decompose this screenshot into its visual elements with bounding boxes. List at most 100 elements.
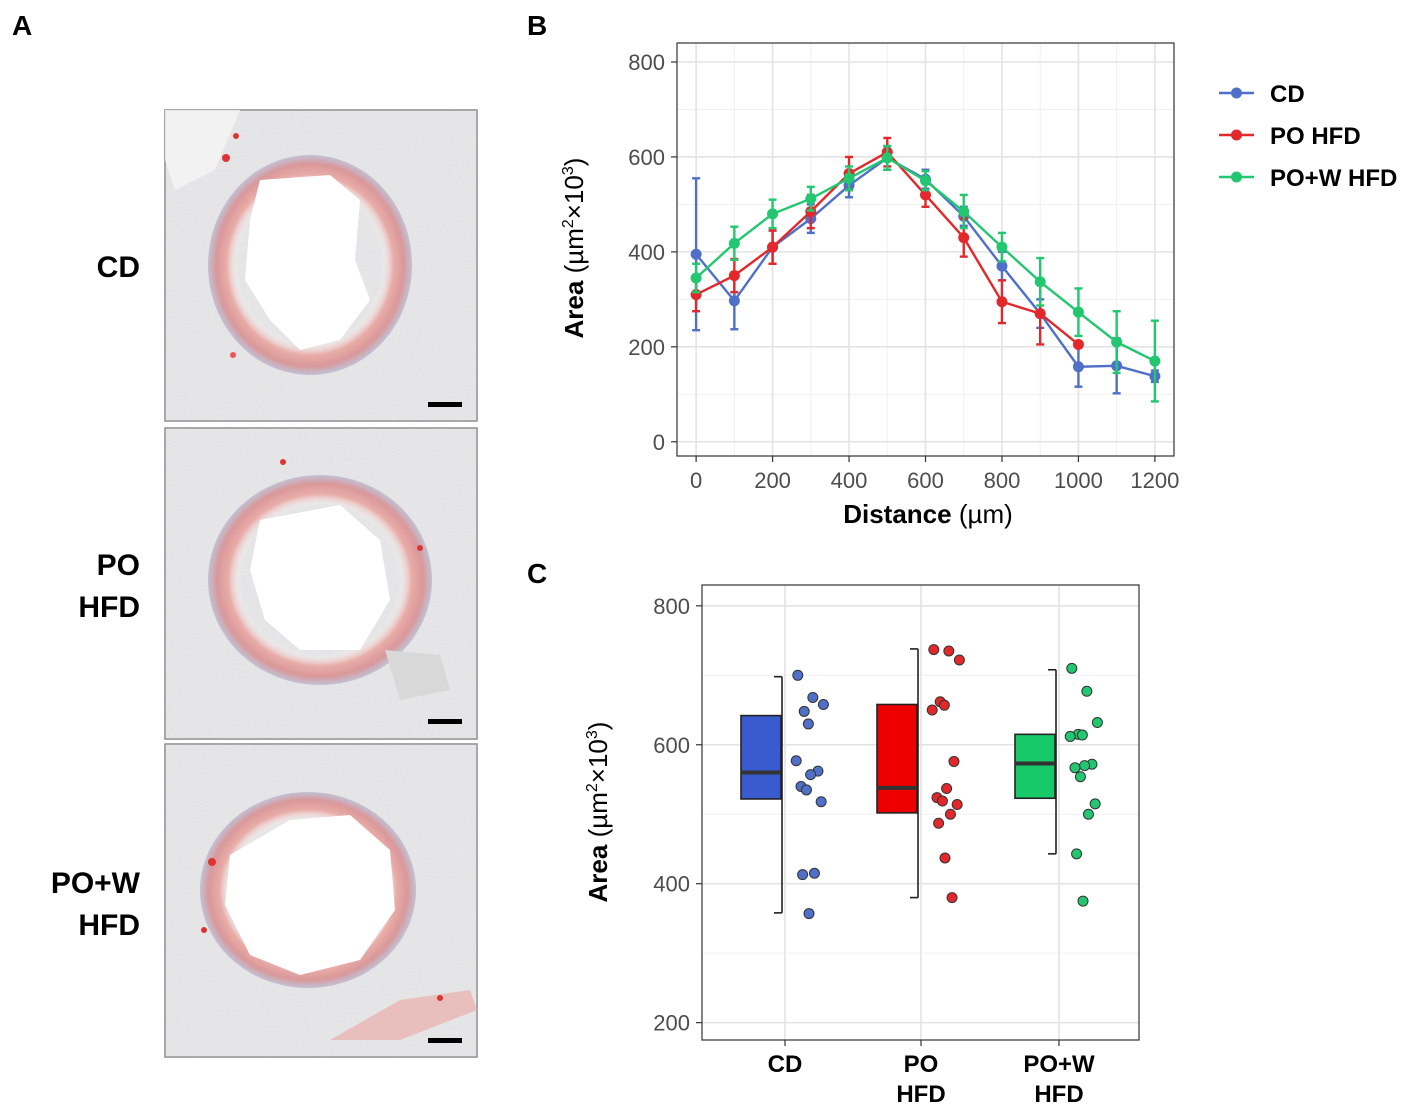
data-point [1072, 361, 1084, 373]
x-tick-label: 0 [690, 468, 702, 493]
row-label-po-w-hfd-line1: PO+W [51, 867, 141, 900]
row-label-po-w-hfd-line2: HFD [78, 909, 140, 942]
data-point [881, 152, 893, 164]
data-point [767, 241, 779, 253]
data-point [996, 296, 1008, 308]
scale-bar [428, 402, 462, 407]
y-axis-title-bold: Area [583, 844, 613, 902]
y-unit-mid: ×10 [559, 175, 589, 219]
x-tick-label: 800 [984, 468, 1021, 493]
data-point [690, 248, 702, 260]
panel-c-letter: C [527, 558, 548, 589]
y-tick-label: 200 [653, 1011, 690, 1036]
x-tick-label: 600 [907, 468, 944, 493]
data-point [943, 645, 955, 657]
data-point [1077, 895, 1089, 907]
y-tick-label: 800 [653, 594, 690, 619]
data-point [951, 799, 963, 811]
data-point [808, 867, 820, 879]
category-label: CD [768, 1051, 803, 1078]
legend-label: PO+W HFD [1270, 165, 1397, 192]
y-tick-label: 600 [653, 733, 690, 758]
data-point [817, 698, 829, 710]
data-point [1149, 355, 1161, 367]
y-tick-label: 400 [628, 240, 665, 265]
y-tick-label: 800 [628, 50, 665, 75]
data-point [805, 193, 817, 205]
category-label: PO [904, 1051, 939, 1078]
y-unit-pre: (µm [559, 228, 589, 273]
scale-bar [428, 1038, 462, 1043]
legend-key-point [1231, 129, 1242, 141]
data-point [728, 295, 740, 307]
data-point [1072, 338, 1084, 350]
y-unit-pre: (µm [583, 792, 613, 837]
row-label-po-hfd-line1: PO [97, 549, 140, 582]
data-point [1089, 798, 1101, 810]
category-label: HFD [896, 1081, 945, 1108]
data-point [939, 852, 951, 864]
data-point [958, 206, 970, 218]
data-point [797, 869, 809, 881]
data-point [798, 705, 810, 717]
line-chart: 0 200 400 600 800 1000 1200 0 200 400 600 800 Area … [559, 42, 1397, 529]
data-point [802, 718, 814, 730]
data-point [946, 892, 958, 904]
x-axis-title: Distance (µm) [843, 499, 1013, 529]
data-point [1111, 336, 1123, 348]
data-point [926, 704, 938, 716]
y-unit-post: ) [583, 722, 613, 731]
data-point [805, 769, 817, 781]
micrograph-cd [164, 109, 478, 422]
y-unit-sup: 2 [560, 219, 577, 228]
data-point [936, 795, 948, 807]
data-point [996, 260, 1008, 272]
box [1014, 733, 1056, 800]
y-tick-label: 200 [628, 335, 665, 360]
x-tick-label: 200 [754, 468, 791, 493]
data-point [767, 208, 779, 220]
data-point [1066, 662, 1078, 674]
row-label-cd: CD [97, 251, 140, 284]
group-po-w-hfd [1014, 662, 1103, 907]
data-point [1079, 760, 1091, 772]
data-point [800, 784, 812, 796]
series-po-w-hfd [690, 144, 1161, 403]
data-point [790, 755, 802, 767]
y-tick-label: 400 [653, 872, 690, 897]
data-point [1069, 762, 1081, 774]
group-po-hfd [876, 644, 965, 904]
row-label-po-hfd-line2: HFD [78, 591, 140, 624]
x-tick-label: 1000 [1054, 468, 1103, 493]
data-point [948, 755, 960, 767]
legend-label: CD [1270, 81, 1305, 108]
x-axis-title-bold: Distance [843, 499, 951, 529]
micrograph-po-w-hfd [164, 743, 478, 1058]
data-point [1091, 717, 1103, 729]
data-point [953, 654, 965, 666]
data-point [1081, 685, 1093, 697]
data-point [1064, 730, 1076, 742]
data-point [944, 808, 956, 820]
legend-key-point [1231, 171, 1242, 183]
x-tick-label: 1200 [1130, 468, 1179, 493]
y-unit-sup2: 3 [560, 166, 577, 175]
y-tick-label: 600 [628, 145, 665, 170]
category-label: HFD [1034, 1081, 1083, 1108]
data-point [1076, 729, 1088, 741]
y-axis-title: Area (µm2×103) [559, 158, 589, 339]
data-point [920, 189, 931, 201]
legend-label: PO HFD [1270, 123, 1361, 150]
data-point [938, 699, 950, 711]
data-point [1074, 771, 1086, 783]
data-point [1034, 308, 1046, 320]
data-point [815, 796, 827, 808]
y-unit-sup: 2 [584, 783, 601, 792]
data-point [1072, 306, 1084, 318]
group-cd [740, 669, 829, 920]
y-unit-mid: ×10 [583, 739, 613, 783]
scale-bar [428, 719, 462, 724]
data-point [803, 908, 815, 920]
data-point [920, 175, 931, 187]
micrograph-panel: CD PO HFD PO+W HFD [51, 109, 478, 1058]
